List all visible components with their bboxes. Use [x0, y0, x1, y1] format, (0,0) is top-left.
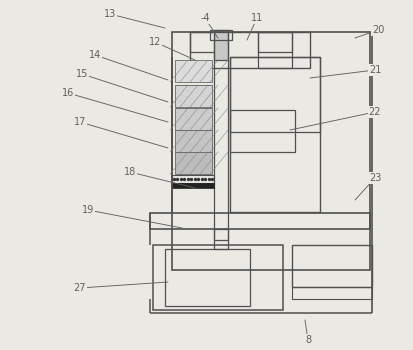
Bar: [175, 152, 211, 174]
Bar: [165, 249, 249, 306]
Text: 11: 11: [250, 13, 263, 23]
Bar: [214, 30, 228, 240]
Text: 22: 22: [368, 107, 380, 117]
Bar: [171, 183, 214, 188]
Text: 18: 18: [123, 167, 136, 177]
Text: 19: 19: [82, 205, 94, 215]
Bar: [171, 175, 214, 183]
Text: 21: 21: [368, 65, 380, 75]
Text: 27: 27: [74, 283, 86, 293]
Bar: [171, 32, 369, 270]
Text: 13: 13: [104, 9, 116, 19]
Bar: [190, 32, 309, 68]
Text: 23: 23: [368, 173, 380, 183]
Bar: [257, 32, 291, 68]
Text: 14: 14: [89, 50, 101, 60]
Bar: [291, 287, 371, 299]
Bar: [257, 32, 291, 52]
Bar: [230, 57, 319, 132]
Bar: [209, 30, 231, 40]
Text: 16: 16: [62, 88, 74, 98]
Bar: [175, 85, 211, 107]
Bar: [190, 32, 218, 52]
Bar: [175, 60, 211, 82]
Bar: [175, 130, 211, 152]
Text: -4: -4: [200, 13, 209, 23]
Text: 20: 20: [371, 25, 383, 35]
Bar: [150, 213, 369, 229]
Bar: [291, 245, 371, 287]
Bar: [175, 108, 211, 130]
Text: 15: 15: [76, 69, 88, 79]
Text: 12: 12: [148, 37, 161, 47]
Bar: [214, 32, 228, 60]
Text: 17: 17: [74, 117, 86, 127]
Bar: [214, 229, 228, 249]
Bar: [153, 245, 282, 310]
Bar: [230, 110, 294, 152]
Text: 8: 8: [304, 335, 310, 345]
Bar: [230, 57, 319, 212]
